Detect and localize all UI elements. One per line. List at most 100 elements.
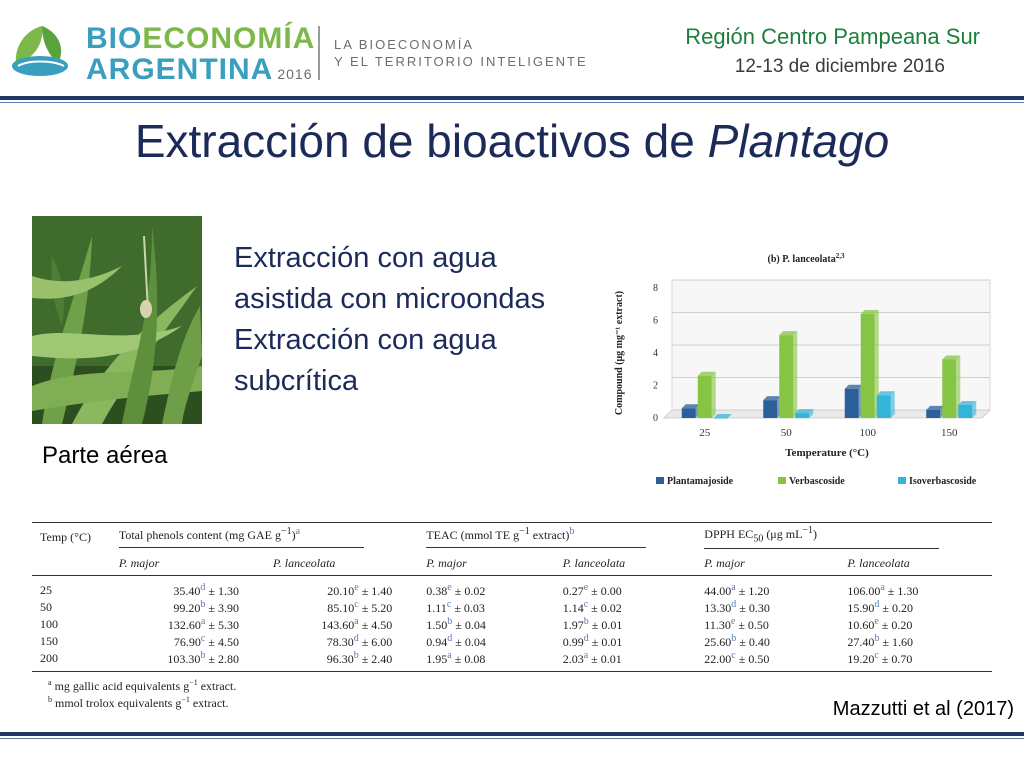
chart-bar [876, 395, 891, 418]
group-header-dpph: DPPH EC50 (μg mL−1) [696, 522, 992, 551]
plus-minus-sign: ± [358, 618, 372, 632]
chart-bar-side [890, 391, 895, 418]
value-cell: 106.00a ± 1.30 [839, 576, 992, 600]
cell-letter: d [447, 633, 453, 644]
plus-minus-sign: ± [735, 618, 748, 632]
chart-y-tick-label: 0 [653, 413, 658, 424]
cell-mean: 85.10 [327, 601, 355, 615]
cell-mean: 103.30 [167, 652, 201, 666]
cell-sd: 0.04 [464, 635, 486, 649]
cell-sd: 1.30 [897, 584, 919, 598]
cell-letter: c [731, 650, 736, 661]
plus-minus-sign: ± [451, 584, 465, 598]
plus-minus-sign: ± [879, 601, 892, 615]
cell-sd: 0.50 [748, 652, 770, 666]
group-teac-note: b [569, 526, 575, 537]
group-dpph-label: DPPH EC [704, 526, 754, 541]
value-cell: 78.30d ± 6.00 [265, 633, 418, 650]
chart-bar-side [793, 331, 798, 418]
value-cell: 35.40d ± 1.30 [111, 576, 265, 600]
cell-mean: 25.60 [704, 635, 732, 649]
cell-sd: 0.04 [464, 618, 486, 632]
species-header: P. lanceolata [554, 551, 697, 576]
chart-bar-side [956, 355, 961, 418]
group-phenols-exp: −1 [281, 526, 292, 537]
slide-title: Extracción de bioactivos de Plantago [0, 114, 1024, 168]
value-cell: 25.60b ± 0.40 [696, 633, 839, 650]
group-dpph-tail2: ) [813, 526, 818, 541]
value-cell: 11.30e ± 0.50 [696, 616, 839, 633]
citation: Mazzutti et al (2017) [832, 698, 1014, 720]
chart-bar-top [844, 384, 863, 389]
slide-title-genus: Plantago [707, 115, 890, 167]
table-footnote-a: a mg gallic acid equivalents g−1 extract… [48, 678, 236, 694]
cell-letter: a [583, 650, 589, 661]
plus-minus-sign: ± [588, 635, 602, 649]
cell-letter: d [353, 633, 359, 644]
value-cell: 103.30b ± 2.80 [110, 650, 265, 672]
value-cell: 15.90d ± 0.20 [839, 599, 992, 616]
chart-title: (b) P. lanceolata2,3 [768, 252, 846, 265]
value-cell: 96.30b ± 2.40 [264, 650, 419, 672]
cell-letter: e [447, 582, 452, 593]
cell-sd: 0.02 [600, 601, 622, 615]
table-row: 25 35.40d ± 1.30 20.10e ± 1.40 0.38e ± 0.02… [32, 576, 992, 600]
cell-letter: a [880, 582, 885, 593]
cell-mean: 44.00 [704, 584, 732, 598]
cell-sd: 0.20 [891, 601, 913, 615]
chart-bar-top [795, 409, 814, 414]
plus-minus-sign: ± [878, 652, 892, 666]
cell-sd: 0.70 [891, 652, 913, 666]
cell-letter: c [583, 599, 589, 610]
cell-sd: 6.00 [371, 635, 393, 649]
plus-minus-sign: ± [588, 652, 601, 666]
chart-y-axis-label: Compound (μg mg⁻¹ extract) [614, 291, 625, 415]
footnote-mark: b [48, 695, 52, 704]
group-header-phenols: Total phenols content (mg GAE g−1)a [110, 522, 419, 551]
table-footnote-b: b mmol trolox equivalents g−1 extract. [48, 695, 229, 711]
plus-minus-sign: ± [884, 584, 898, 598]
cell-sd: 0.03 [463, 601, 485, 615]
cell-letter: b [200, 599, 206, 610]
chart-bar-top [697, 371, 716, 376]
plus-minus-sign: ± [452, 618, 465, 632]
chart-legend-swatch [656, 477, 664, 484]
slide-title-text: Extracción de bioactivos de [134, 115, 708, 167]
cell-sd: 0.01 [600, 652, 622, 666]
cell-mean: 13.30 [704, 601, 732, 615]
footnote-mark: a [48, 678, 52, 687]
table-species-header-row: P. major P. lanceolata P. major P. lance… [32, 551, 992, 576]
group-dpph-sub: 50 [753, 533, 764, 545]
chart-bar [860, 314, 875, 418]
chart-legend-label: Isoverbascoside [909, 476, 977, 487]
plus-minus-sign: ± [735, 652, 749, 666]
chart-bar-top [926, 405, 945, 410]
cell-sd: 1.60 [891, 635, 913, 649]
method-line-4: subcrítica [234, 365, 359, 397]
header-rule-thick [0, 96, 1024, 100]
cell-letter: b [874, 633, 880, 644]
cell-letter: d [200, 582, 206, 593]
species-header: P. major [696, 551, 840, 576]
chart-bar [795, 413, 810, 418]
plus-minus-sign: ± [588, 618, 602, 632]
value-cell: 44.00a ± 1.20 [696, 576, 839, 600]
chart-bar-side [972, 401, 977, 418]
group-teac-exp: −1 [519, 526, 530, 537]
value-cell: 10.60e ± 0.20 [839, 616, 992, 633]
plus-minus-sign: ± [205, 635, 218, 649]
cell-letter: a [447, 650, 452, 661]
cell-letter: c [446, 599, 452, 610]
brand-bio: BIO [86, 22, 143, 55]
species-header-blank [32, 551, 111, 576]
chart-bar [713, 418, 728, 419]
cell-sd: 0.01 [601, 618, 623, 632]
cell-mean: 0.38 [426, 584, 448, 598]
chart-bar-side [874, 310, 879, 418]
chart-bar-top [876, 391, 895, 396]
cell-mean: 19.20 [847, 652, 875, 666]
value-cell: 1.97b ± 0.01 [555, 616, 697, 633]
chart-bar-top [681, 404, 700, 409]
chart-x-tick-label: 100 [860, 427, 877, 439]
value-cell: 13.30d ± 0.30 [696, 599, 839, 616]
